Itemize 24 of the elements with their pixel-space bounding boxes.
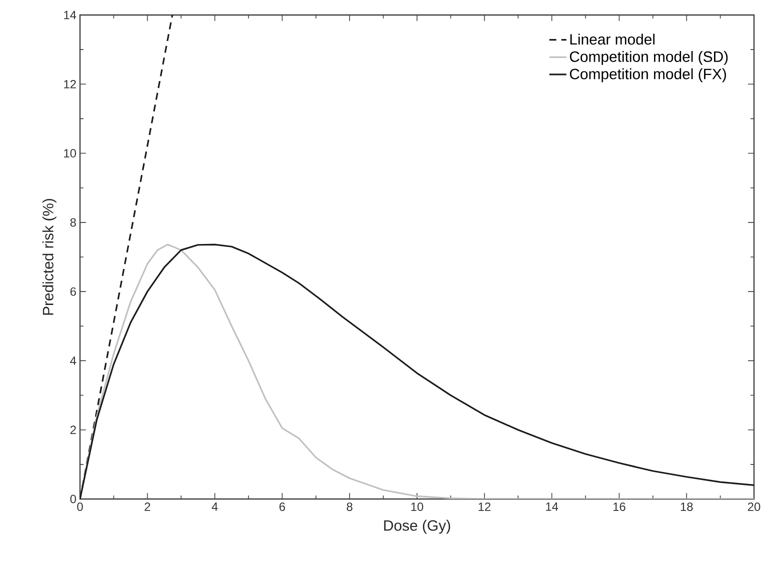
y-tick-label: 10: [64, 149, 76, 158]
legend-label: Competition model (SD): [570, 51, 728, 65]
x-tick-label: 18: [680, 502, 693, 511]
x-tick-label: 20: [748, 502, 760, 511]
y-tick-label: 0: [70, 494, 76, 504]
x-tick-label: 16: [613, 502, 626, 511]
y-axis-title: Predicted risk (%): [42, 198, 56, 315]
x-axis-title: Dose (Gy): [384, 520, 450, 534]
y-tick-label: 8: [70, 218, 76, 227]
y-tick-label: 14: [64, 10, 76, 20]
y-tick-label: 2: [70, 426, 76, 434]
legend-label: Linear model: [570, 34, 655, 45]
x-tick-label: 6: [279, 502, 286, 511]
y-tick-label: 6: [70, 287, 76, 296]
x-tick-label: 12: [478, 502, 490, 511]
x-tick-label: 8: [346, 502, 352, 511]
y-tick-label: 12: [64, 80, 76, 88]
x-tick-label: 4: [212, 502, 218, 511]
x-tick-label: 14: [546, 502, 558, 511]
x-tick-label: 10: [411, 502, 424, 511]
y-tick-label: 4: [70, 356, 76, 365]
legend-label: Competition model (FX): [570, 68, 726, 82]
x-tick-label: 2: [144, 502, 150, 511]
x-tick-label: 0: [77, 502, 83, 511]
